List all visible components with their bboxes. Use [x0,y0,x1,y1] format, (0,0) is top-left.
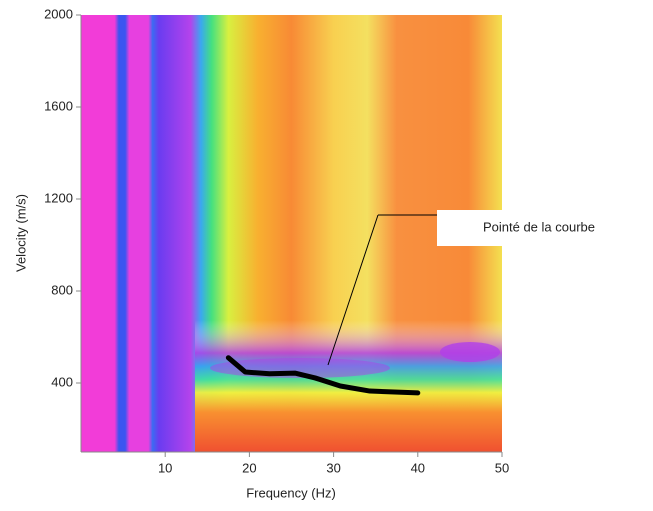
leader-line [327,214,379,366]
x-tick-label: 30 [326,460,340,475]
annotation: Pointé de la courbe [483,219,595,234]
x-tick-label: 40 [411,460,425,475]
x-tick-label: 20 [242,460,256,475]
y-tick-label: 1200 [44,190,73,205]
annotation-box [437,210,642,246]
picked-curve [225,355,421,396]
y-axis-label: Velocity (m/s) [13,194,28,272]
y-tick-label: 1600 [44,98,73,113]
y-tick-label: 2000 [44,6,73,21]
x-tick-label: 50 [495,460,509,475]
y-tick-label: 800 [51,282,73,297]
x-tick-label: 10 [158,460,172,475]
y-tick-label: 400 [51,374,73,389]
x-axis-label: Frequency (Hz) [246,485,336,500]
